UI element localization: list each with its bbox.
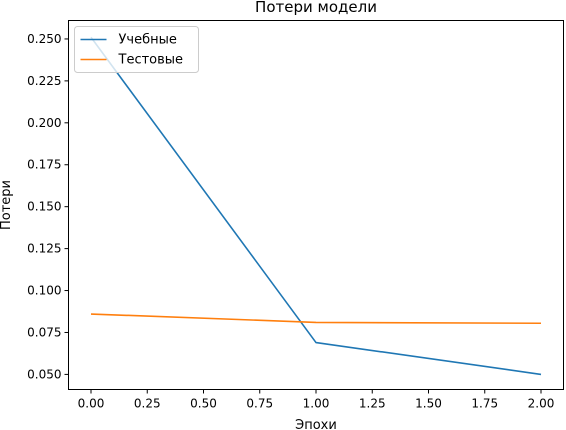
- y-tick-label: 0.175: [27, 158, 61, 172]
- y-tick-label: 0.125: [27, 242, 61, 256]
- y-tick-label: 0.075: [27, 325, 61, 339]
- x-tick-label: 1.00: [303, 397, 330, 411]
- x-tick-label: 2.00: [528, 397, 555, 411]
- y-tick-label: 0.250: [27, 32, 61, 46]
- series-line-1: [90, 313, 542, 325]
- plot-area: [68, 20, 564, 390]
- legend-box: [74, 26, 199, 73]
- x-axis-ticks: 0.00 0.25 0.50 0.75 1.00 1.25 1.50 1.75 2.00: [78, 389, 555, 411]
- y-tick-label: 0.100: [27, 284, 61, 298]
- x-tick-label: 0.00: [78, 397, 105, 411]
- x-tick-label: 0.50: [190, 397, 217, 411]
- legend-label: Учебные: [119, 33, 177, 48]
- y-tick-label: 0.200: [27, 116, 61, 130]
- x-axis-label: Эпохи: [295, 418, 337, 430]
- x-tick-label: 1.25: [359, 397, 386, 411]
- y-tick-label: 0.150: [27, 200, 61, 214]
- x-tick-label: 1.50: [415, 397, 442, 411]
- x-tick-label: 1.75: [471, 397, 498, 411]
- chart-title: Потери модели: [255, 0, 377, 16]
- y-tick-label: 0.050: [27, 367, 61, 381]
- series-layer: [90, 36, 542, 376]
- y-tick-label: 0.225: [27, 74, 61, 88]
- y-axis-label: Потери: [0, 180, 14, 230]
- series-line-0: [90, 36, 542, 376]
- plot-frame: [68, 20, 564, 390]
- x-tick-label: 0.25: [134, 397, 161, 411]
- legend-label: Тестовые: [118, 53, 184, 68]
- x-tick-label: 0.75: [246, 397, 273, 411]
- y-axis-ticks: 0.050 0.075 0.100 0.125 0.150 0.175 0.200 0.225…: [27, 32, 69, 381]
- legend: Учебные Тестовые: [74, 26, 199, 73]
